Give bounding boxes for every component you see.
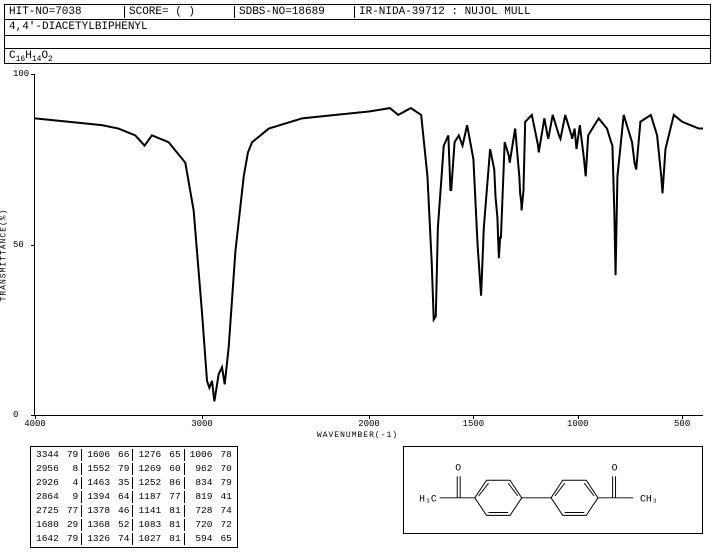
score: SCORE= ( ) [125,6,235,18]
molecule-svg: H₃C O O CH₃ [404,447,702,533]
table-row: 27257713784611418172874 [33,505,235,517]
y-axis-label: TRANSMITTANCE(%) [0,209,9,302]
structure-diagram: H₃C O O CH₃ [403,446,703,534]
x-tick-label: 1000 [567,419,589,429]
table-row: 2956815527912696096270 [33,463,235,475]
bottom-panel: 334479160666127665100678 2956815527912696… [4,446,711,548]
sdbs-no: SDBS-NO=18689 [235,6,355,18]
x-tick-label: 500 [674,419,690,429]
x-axis-label: WAVENUMBER(-1) [317,431,398,440]
x-tick-label: 4000 [24,419,46,429]
table-row: 334479160666127665100678 [33,449,235,461]
header-bar: HIT-NO=7038 SCORE= ( ) SDBS-NO=18689 IR-… [4,4,711,20]
x-tick-label: 1500 [463,419,485,429]
table-row: 16427913267410278159465 [33,533,235,545]
ir-id: IR-NIDA-39712 : NUJOL MULL [355,6,710,18]
y-tick-label: 50 [13,240,24,250]
table-row: 2926414633512528683479 [33,477,235,489]
peak-table: 334479160666127665100678 2956815527912696… [30,446,238,548]
y-tick-label: 100 [13,69,29,79]
spectrum-line [35,74,703,415]
label-o-right: O [612,462,618,473]
hit-no: HIT-NO=7038 [5,6,125,18]
table-row: 16802913685210838172072 [33,519,235,531]
label-ch3: CH₃ [640,494,658,505]
x-tick-label: 3000 [191,419,213,429]
label-o-left: O [455,462,461,473]
compound-name: 4,4'-DIACETYLBIPHENYL [4,20,711,36]
plot-area: 05010040003000200015001000500 [34,74,703,416]
y-tick-label: 0 [13,410,18,420]
molecular-formula: C16H14O2 [4,48,711,64]
table-row: 2864913946411877781941 [33,491,235,503]
spectrum-chart: TRANSMITTANCE(%) 05010040003000200015001… [4,70,711,440]
x-tick-label: 2000 [358,419,380,429]
label-h3c: H₃C [419,494,437,505]
spacer [4,36,711,48]
